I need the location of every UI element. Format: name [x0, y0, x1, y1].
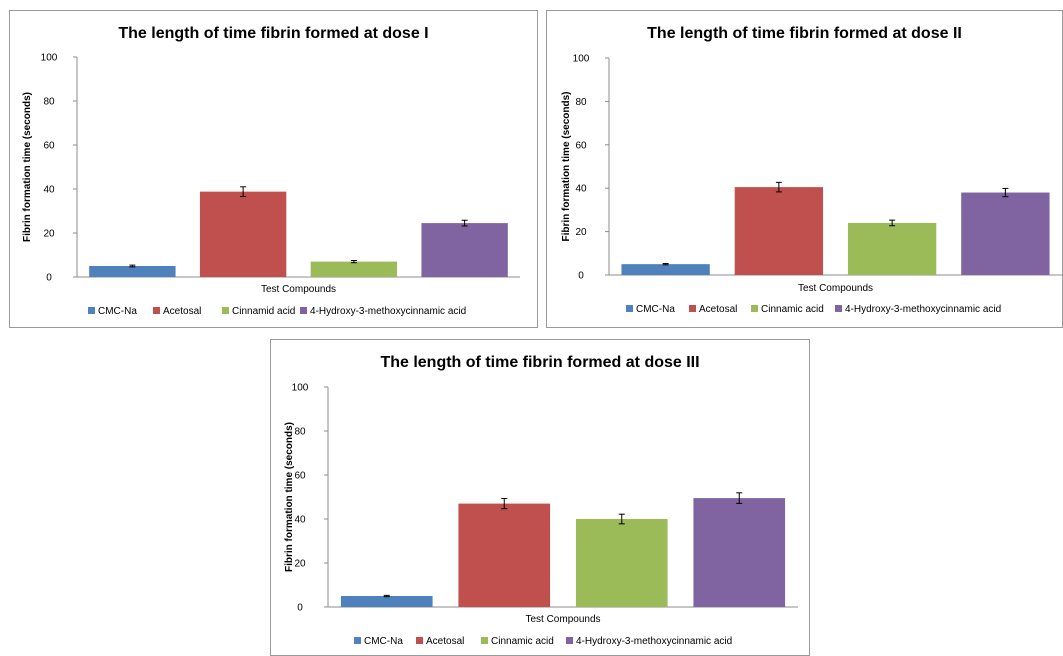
legend-swatch-3 — [751, 305, 758, 312]
bar-chart-dose-1: The length of time fibrin formed at dose… — [22, 25, 520, 317]
legend-swatch-2 — [689, 305, 696, 312]
y-tick-label: 100 — [41, 53, 58, 64]
y-tick-label: 80 — [43, 97, 55, 108]
y-tick-label: 0 — [297, 603, 303, 614]
chart-title: The length of time fibrin formed at dose… — [118, 25, 428, 42]
bar-2 — [458, 503, 551, 607]
y-tick-label: 60 — [294, 471, 306, 482]
legend-label-1: CMC-Na — [364, 636, 403, 647]
legend-label-3: Cinnamic acid — [491, 636, 554, 647]
y-tick-label: 80 — [294, 427, 306, 438]
y-tick-label: 80 — [575, 97, 587, 108]
x-axis-title: Test Compounds — [798, 283, 873, 294]
bar-3 — [847, 222, 937, 275]
bar-4 — [421, 223, 508, 277]
legend-label-1: CMC-Na — [98, 306, 137, 317]
y-tick-label: 40 — [43, 185, 55, 196]
y-tick-label: 0 — [46, 273, 52, 284]
bar-2 — [199, 191, 287, 277]
bar-1 — [340, 596, 433, 607]
legend-label-3: Cinnamid acid — [232, 306, 295, 317]
x-axis-title: Test Compounds — [261, 284, 336, 295]
y-axis-title: Fibrin formation time (seconds) — [561, 91, 572, 241]
y-tick-label: 20 — [43, 229, 55, 240]
y-tick-label: 40 — [294, 515, 306, 526]
y-tick-label: 60 — [575, 140, 587, 151]
legend-swatch-1 — [626, 305, 633, 312]
y-tick-label: 40 — [575, 184, 587, 195]
legend-label-1: CMC-Na — [636, 304, 675, 315]
legend-swatch-3 — [222, 307, 229, 314]
y-tick-label: 100 — [292, 383, 309, 394]
legend-swatch-1 — [354, 637, 361, 644]
y-tick-label: 60 — [43, 141, 55, 152]
y-tick-label: 20 — [575, 227, 587, 238]
legend-label-4: 4-Hydroxy-3-methoxycinnamic acid — [576, 636, 732, 647]
legend-swatch-4 — [300, 307, 307, 314]
y-tick-label: 0 — [578, 271, 584, 282]
legend-label-2: Acetosal — [426, 636, 464, 647]
legend-label-4: 4-Hydroxy-3-methoxycinnamic acid — [310, 306, 466, 317]
legend-label-3: Cinnamic acid — [761, 304, 824, 315]
chart-panel-dose-2: The length of time fibrin formed at dose… — [546, 10, 1063, 328]
legend-label-2: Acetosal — [163, 306, 201, 317]
legend-swatch-4 — [566, 637, 573, 644]
legend-swatch-2 — [153, 307, 160, 314]
bar-4 — [693, 498, 786, 607]
y-tick-label: 20 — [294, 559, 306, 570]
chart-title: The length of time fibrin formed at dose… — [647, 25, 962, 42]
bar-chart-dose-2: The length of time fibrin formed at dose… — [561, 25, 1062, 315]
chart-panel-dose-1: The length of time fibrin formed at dose… — [9, 10, 538, 328]
y-tick-label: 100 — [573, 54, 590, 65]
bar-3 — [310, 261, 398, 277]
bar-4 — [961, 192, 1050, 275]
legend-swatch-3 — [481, 637, 488, 644]
x-axis-title: Test Compounds — [525, 614, 600, 625]
legend-swatch-2 — [416, 637, 423, 644]
legend-swatch-4 — [835, 305, 842, 312]
legend-label-2: Acetosal — [699, 304, 737, 315]
y-axis-title: Fibrin formation time (seconds) — [22, 92, 33, 242]
bar-1 — [89, 266, 176, 277]
chart-panel-dose-3: The length of time fibrin formed at dose… — [270, 339, 810, 656]
bar-chart-dose-3: The length of time fibrin formed at dose… — [284, 354, 798, 647]
legend-swatch-1 — [88, 307, 95, 314]
legend-label-4: 4-Hydroxy-3-methoxycinnamic acid — [845, 304, 1001, 315]
y-axis-title: Fibrin formation time (seconds) — [284, 422, 295, 572]
bar-1 — [621, 264, 710, 275]
bar-2 — [734, 187, 824, 275]
bar-3 — [575, 519, 668, 607]
chart-title: The length of time fibrin formed at dose… — [380, 354, 699, 371]
